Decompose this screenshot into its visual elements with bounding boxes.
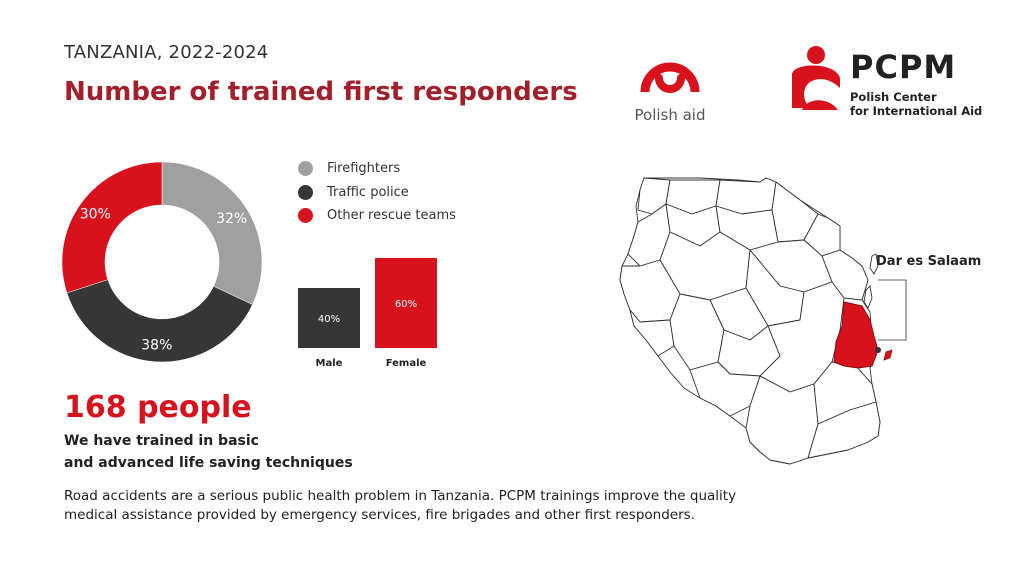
map-region-mtwara: [807, 401, 881, 459]
page-title: Number of trained first responders: [64, 77, 578, 107]
map-regions: [619, 177, 881, 465]
map-region-ruvuma: [745, 375, 819, 465]
pcpm-subtitle-line2: for International Aid: [850, 104, 983, 118]
donut-slice-firefighters: [161, 161, 263, 305]
bar-female: [375, 258, 437, 348]
map-callout-line: [878, 279, 907, 341]
donut-label-other-rescue-teams: 30%: [80, 207, 111, 223]
polish-aid-text: Polish aid: [634, 106, 706, 124]
body-line-1: Road accidents are a serious public heal…: [64, 488, 737, 504]
pcpm-subtitle-line1: Polish Center: [850, 90, 937, 104]
lead-line-2: and advanced life saving techniques: [64, 455, 353, 471]
legend-item-other-rescue-teams: Other rescue teams: [298, 205, 456, 225]
polish-aid-logo-icon: [640, 62, 700, 93]
map-city-dot: [875, 347, 881, 353]
donut-slice-traffic-police: [66, 279, 253, 363]
map-region-highlight: [833, 301, 879, 369]
legend-swatch-other-rescue-teams: [298, 207, 313, 223]
legend-swatch-traffic-police: [298, 184, 313, 200]
donut-slice-other-rescue-teams: [61, 161, 163, 294]
legend-swatch-firefighters: [298, 160, 313, 176]
legend-label-other-rescue-teams: Other rescue teams: [327, 207, 456, 223]
donut-label-firefighters: 32%: [216, 211, 247, 227]
bar-value-female: 60%: [395, 299, 417, 310]
pcpm-logo-icon: [792, 46, 840, 110]
lead-text: We have trained in basic and advanced li…: [64, 430, 353, 474]
map-region-rukwa: [629, 309, 675, 357]
map-label-dar-es-salaam: Dar es Salaam: [876, 254, 982, 269]
tanzania-map: [619, 177, 907, 465]
legend-item-traffic-police: Traffic police: [298, 182, 409, 202]
legend-label-traffic-police: Traffic police: [327, 184, 409, 200]
pcpm-logo: PCPM Polish Center for International Aid: [780, 44, 1000, 124]
pcpm-name: PCPM: [850, 48, 957, 86]
map-island-pemba: [869, 253, 879, 275]
donut-chart: 32% 38% 30%: [61, 161, 263, 363]
donut-label-traffic-police: 38%: [141, 337, 172, 353]
body-line-2: medical assistance provided by emergency…: [64, 507, 695, 523]
polish-aid-logo: Polish aid: [620, 44, 720, 124]
bar-category-male: Male: [316, 358, 343, 369]
legend-item-firefighters: Firefighters: [298, 158, 400, 178]
gender-bar-chart: 40% Male 60% Female: [298, 258, 437, 369]
trained-count: 168 people: [64, 390, 252, 425]
bar-male: [298, 288, 360, 348]
page-subtitle: TANZANIA, 2022-2024: [64, 42, 269, 63]
lead-line-1: We have trained in basic: [64, 433, 259, 449]
legend-label-firefighters: Firefighters: [327, 160, 401, 176]
map-island-mafia: [883, 349, 893, 361]
bar-value-male: 40%: [318, 314, 340, 325]
body-paragraph: Road accidents are a serious public heal…: [64, 487, 764, 525]
map-island-zanzibar: [863, 285, 873, 309]
bar-category-female: Female: [386, 358, 427, 369]
